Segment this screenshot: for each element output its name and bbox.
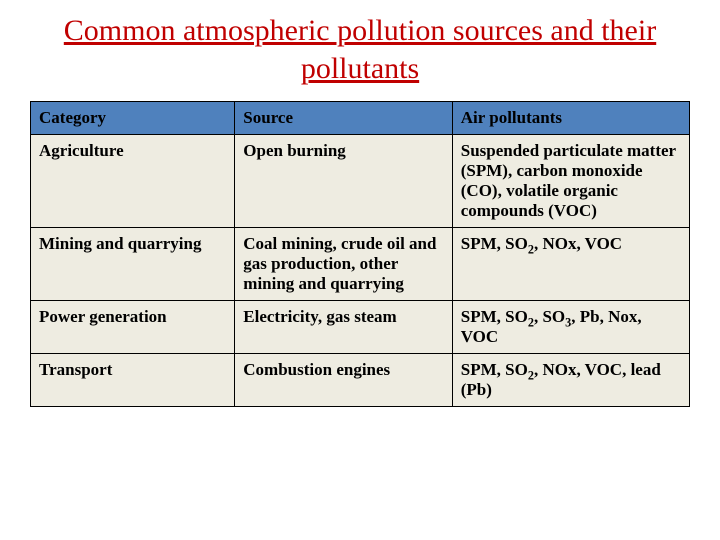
cell-pollutants: SPM, SO2, SO3, Pb, Nox, VOC <box>452 301 689 354</box>
page-title: Common atmospheric pollution sources and… <box>30 12 690 87</box>
cell-pollutants: SPM, SO2, NOx, VOC, lead (Pb) <box>452 354 689 407</box>
cell-category: Power generation <box>31 301 235 354</box>
cell-category: Mining and quarrying <box>31 228 235 301</box>
cell-pollutants: SPM, SO2, NOx, VOC <box>452 228 689 301</box>
cell-pollutants: Suspended particulate matter (SPM), carb… <box>452 135 689 228</box>
header-pollutants: Air pollutants <box>452 102 689 135</box>
cell-source: Open burning <box>235 135 452 228</box>
table-header-row: Category Source Air pollutants <box>31 102 690 135</box>
cell-source: Combustion engines <box>235 354 452 407</box>
table-row: Transport Combustion engines SPM, SO2, N… <box>31 354 690 407</box>
table-row: Mining and quarrying Coal mining, crude … <box>31 228 690 301</box>
table-row: Agriculture Open burning Suspended parti… <box>31 135 690 228</box>
cell-source: Electricity, gas steam <box>235 301 452 354</box>
header-source: Source <box>235 102 452 135</box>
cell-source: Coal mining, crude oil and gas productio… <box>235 228 452 301</box>
cell-category: Agriculture <box>31 135 235 228</box>
table-row: Power generation Electricity, gas steam … <box>31 301 690 354</box>
cell-category: Transport <box>31 354 235 407</box>
pollution-table: Category Source Air pollutants Agricultu… <box>30 101 690 407</box>
header-category: Category <box>31 102 235 135</box>
